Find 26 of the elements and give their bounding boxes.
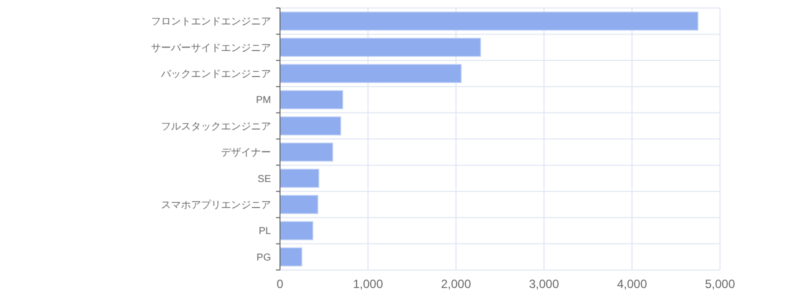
- y-tick-label: フルスタックエンジニア: [161, 121, 271, 132]
- x-tick-label: 2,000: [440, 277, 472, 291]
- y-tick-label: フロントエンドエンジニア: [151, 16, 271, 28]
- x-tick-label: 1,000: [352, 277, 384, 291]
- x-tick-label: 0: [276, 277, 284, 291]
- bar: [280, 194, 318, 214]
- bar: [280, 221, 314, 240]
- y-tick-label: PL: [258, 226, 272, 238]
- bar: [280, 12, 698, 31]
- y-tick-label: PG: [256, 252, 272, 264]
- x-tick-label: 5,000: [704, 277, 736, 291]
- bar: [280, 168, 320, 188]
- y-tick-label: サーバーサイドエンジニア: [151, 42, 271, 54]
- y-tick-label: スマホアプリエンジニア: [161, 199, 271, 211]
- y-tick-label: SE: [258, 174, 272, 185]
- bar: [280, 247, 302, 266]
- y-tick-label: バックエンドエンジニア: [160, 69, 271, 80]
- bar: [280, 64, 462, 84]
- bar: [280, 116, 342, 136]
- x-tick-label: 4,000: [616, 277, 648, 291]
- bar: [280, 90, 344, 110]
- bar: [280, 142, 334, 162]
- y-tick-label: デザイナー: [221, 148, 271, 159]
- bar: [280, 38, 482, 57]
- x-tick-label: 3,000: [528, 277, 560, 291]
- y-tick-label: PM: [256, 95, 271, 106]
